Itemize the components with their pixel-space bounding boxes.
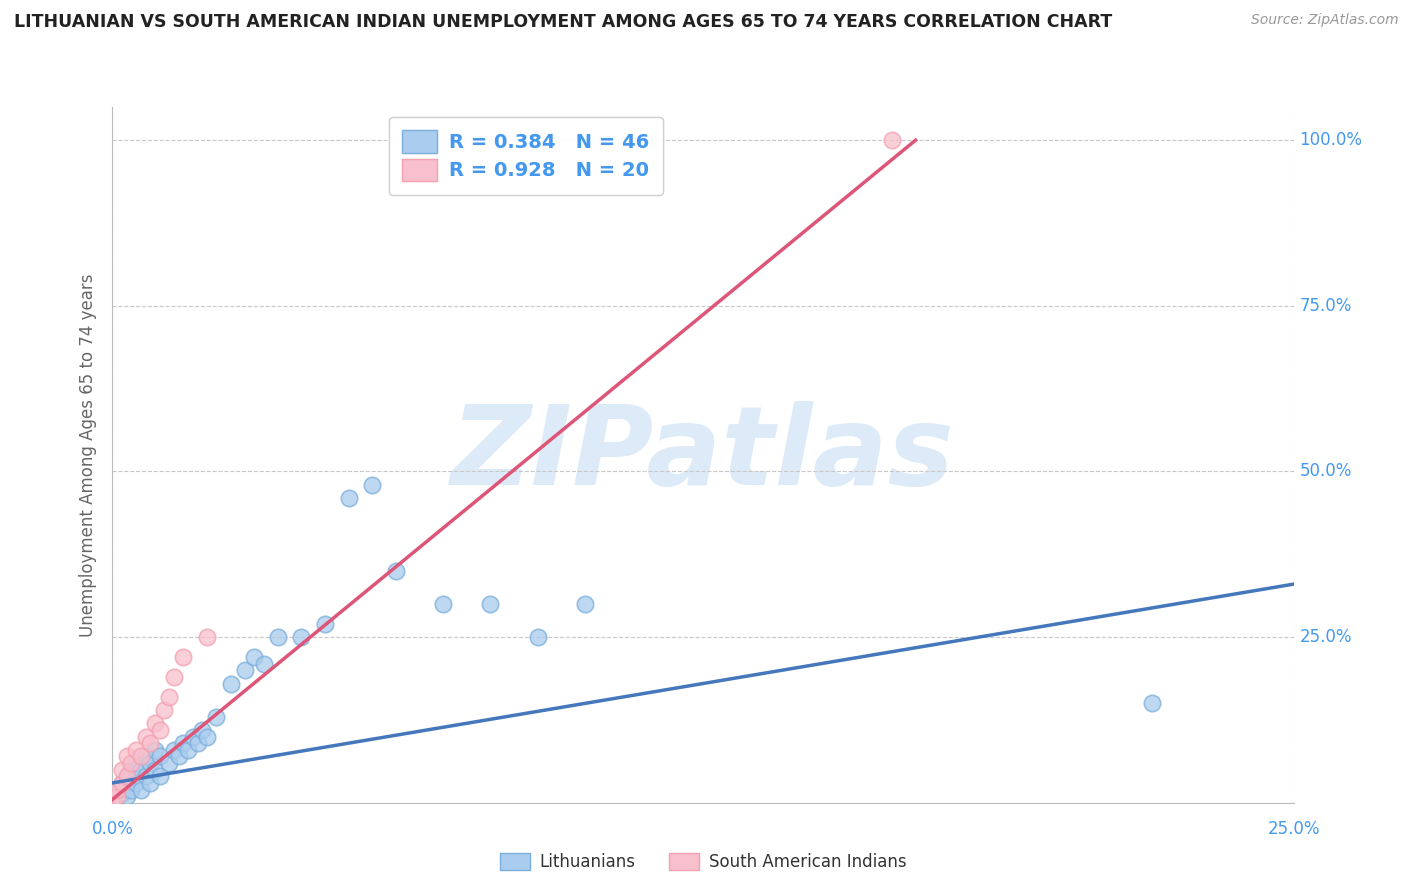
Point: [153, 703, 176, 717]
Point: [205, 709, 228, 723]
Point: [105, 789, 128, 804]
Text: ZIPatlas: ZIPatlas: [451, 401, 955, 508]
Point: [115, 789, 138, 804]
Legend: Lithuanians, South American Indians: Lithuanians, South American Indians: [491, 845, 915, 880]
Point: [574, 597, 596, 611]
Point: [253, 657, 276, 671]
Point: [880, 133, 903, 147]
Point: [143, 763, 166, 777]
Point: [191, 723, 214, 737]
Point: [195, 730, 218, 744]
Point: [129, 782, 152, 797]
Point: [105, 782, 128, 797]
Legend: R = 0.384   N = 46, R = 0.928   N = 20: R = 0.384 N = 46, R = 0.928 N = 20: [389, 117, 662, 194]
Point: [186, 736, 208, 750]
Point: [181, 730, 204, 744]
Point: [135, 749, 157, 764]
Text: 25.0%: 25.0%: [1299, 628, 1353, 646]
Point: [120, 782, 142, 797]
Text: 50.0%: 50.0%: [1299, 462, 1351, 481]
Point: [163, 670, 186, 684]
Point: [139, 756, 162, 770]
Point: [243, 650, 266, 665]
Point: [125, 743, 148, 757]
Point: [172, 650, 194, 665]
Point: [163, 743, 186, 757]
Text: LITHUANIAN VS SOUTH AMERICAN INDIAN UNEMPLOYMENT AMONG AGES 65 TO 74 YEARS CORRE: LITHUANIAN VS SOUTH AMERICAN INDIAN UNEM…: [14, 13, 1112, 31]
Point: [111, 763, 134, 777]
Point: [129, 763, 152, 777]
Point: [125, 756, 148, 770]
Point: [157, 690, 180, 704]
Text: 100.0%: 100.0%: [1299, 131, 1362, 149]
Point: [267, 630, 290, 644]
Point: [111, 776, 134, 790]
Text: 25.0%: 25.0%: [1267, 821, 1320, 838]
Point: [105, 789, 128, 804]
Point: [143, 716, 166, 731]
Text: Source: ZipAtlas.com: Source: ZipAtlas.com: [1251, 13, 1399, 28]
Point: [479, 597, 502, 611]
Point: [139, 776, 162, 790]
Point: [101, 792, 124, 806]
Point: [233, 663, 256, 677]
Point: [1140, 697, 1163, 711]
Point: [101, 792, 124, 806]
Point: [135, 769, 157, 783]
Point: [105, 782, 128, 797]
Point: [129, 749, 152, 764]
Point: [177, 743, 200, 757]
Point: [111, 776, 134, 790]
Point: [149, 749, 172, 764]
Point: [290, 630, 312, 644]
Point: [120, 756, 142, 770]
Point: [314, 616, 336, 631]
Point: [143, 743, 166, 757]
Y-axis label: Unemployment Among Ages 65 to 74 years: Unemployment Among Ages 65 to 74 years: [79, 273, 97, 637]
Point: [195, 630, 218, 644]
Text: 0.0%: 0.0%: [91, 821, 134, 838]
Point: [115, 749, 138, 764]
Text: 75.0%: 75.0%: [1299, 297, 1351, 315]
Point: [337, 491, 360, 505]
Point: [115, 769, 138, 783]
Point: [167, 749, 190, 764]
Point: [139, 736, 162, 750]
Point: [120, 763, 142, 777]
Point: [385, 564, 408, 578]
Point: [157, 756, 180, 770]
Point: [135, 730, 157, 744]
Point: [149, 769, 172, 783]
Point: [115, 769, 138, 783]
Point: [111, 786, 134, 800]
Point: [149, 723, 172, 737]
Point: [219, 676, 242, 690]
Point: [125, 776, 148, 790]
Point: [172, 736, 194, 750]
Point: [432, 597, 454, 611]
Point: [526, 630, 548, 644]
Point: [361, 477, 384, 491]
